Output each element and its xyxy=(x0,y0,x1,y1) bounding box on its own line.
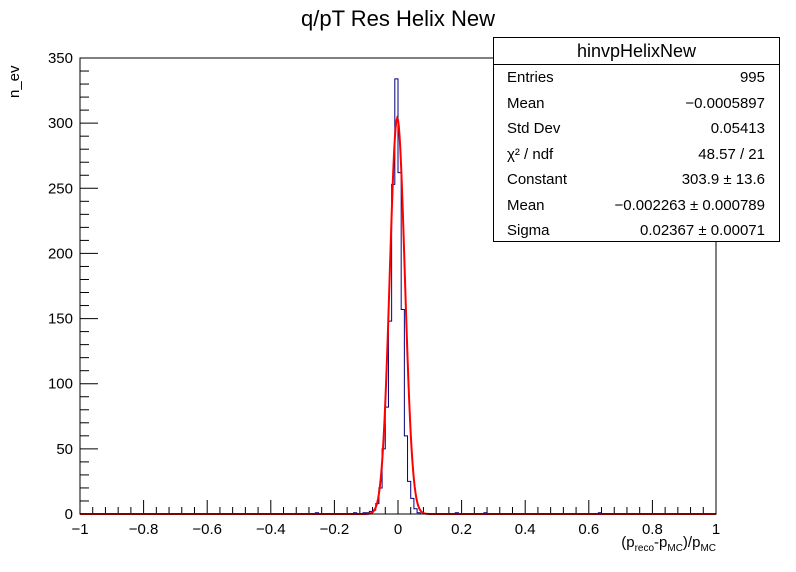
y-tick-label: 350 xyxy=(48,50,73,67)
stats-row-entries: Entries 995 xyxy=(507,69,765,86)
y-tick-label: 300 xyxy=(48,115,73,132)
y-tick-label: 50 xyxy=(56,441,73,458)
x-tick-label: 0.4 xyxy=(515,521,536,538)
stats-row-chi2-ndf: χ² / ndf 48.57 / 21 xyxy=(507,145,765,163)
x-tick-label: −0.4 xyxy=(256,521,286,538)
y-tick-label: 0 xyxy=(65,506,73,523)
x-tick-label: −0.2 xyxy=(320,521,350,538)
x-tick-label: −1 xyxy=(71,521,88,538)
stats-row-fit-mean: Mean −0.002263 ± 0.000789 xyxy=(507,196,765,214)
x-axis-ticks: −1 −0.8 −0.6 −0.4 −0.2 0 0.2 0.4 0.6 0.8 1 xyxy=(71,500,720,538)
stats-row-mean: Mean −0.0005897 xyxy=(507,94,765,112)
plot-frame xyxy=(79,57,717,515)
x-tick-label: 0.2 xyxy=(451,521,472,538)
stats-box-title: hinvpHelixNew xyxy=(494,38,779,65)
stats-row-sigma: Sigma 0.02367 ± 0.00071 xyxy=(507,222,765,239)
y-axis-ticks: 0 50 100 150 200 250 300 350 xyxy=(48,50,98,523)
stats-row-stddev: Std Dev 0.05413 xyxy=(507,120,765,137)
x-tick-label: 0.8 xyxy=(642,521,663,538)
y-tick-label: 250 xyxy=(48,180,73,197)
chart-title: q/pT Res Helix New xyxy=(301,6,495,31)
x-tick-label: −0.8 xyxy=(129,521,159,538)
stats-box: hinvpHelixNew Entries 995 Mean −0.0005897 … xyxy=(493,37,780,242)
stats-row-constant: Constant 303.9 ± 13.6 xyxy=(507,171,765,188)
x-axis-label: (preco-pMC)/pMC xyxy=(621,534,716,554)
x-tick-label: 0.6 xyxy=(578,521,599,538)
y-tick-label: 150 xyxy=(48,311,73,328)
y-axis-label: n_ev xyxy=(6,65,23,98)
x-tick-label: 1 xyxy=(712,521,720,538)
x-tick-label: 0 xyxy=(394,521,402,538)
y-tick-label: 200 xyxy=(48,245,73,262)
x-tick-label: −0.6 xyxy=(192,521,222,538)
y-tick-label: 100 xyxy=(48,376,73,393)
